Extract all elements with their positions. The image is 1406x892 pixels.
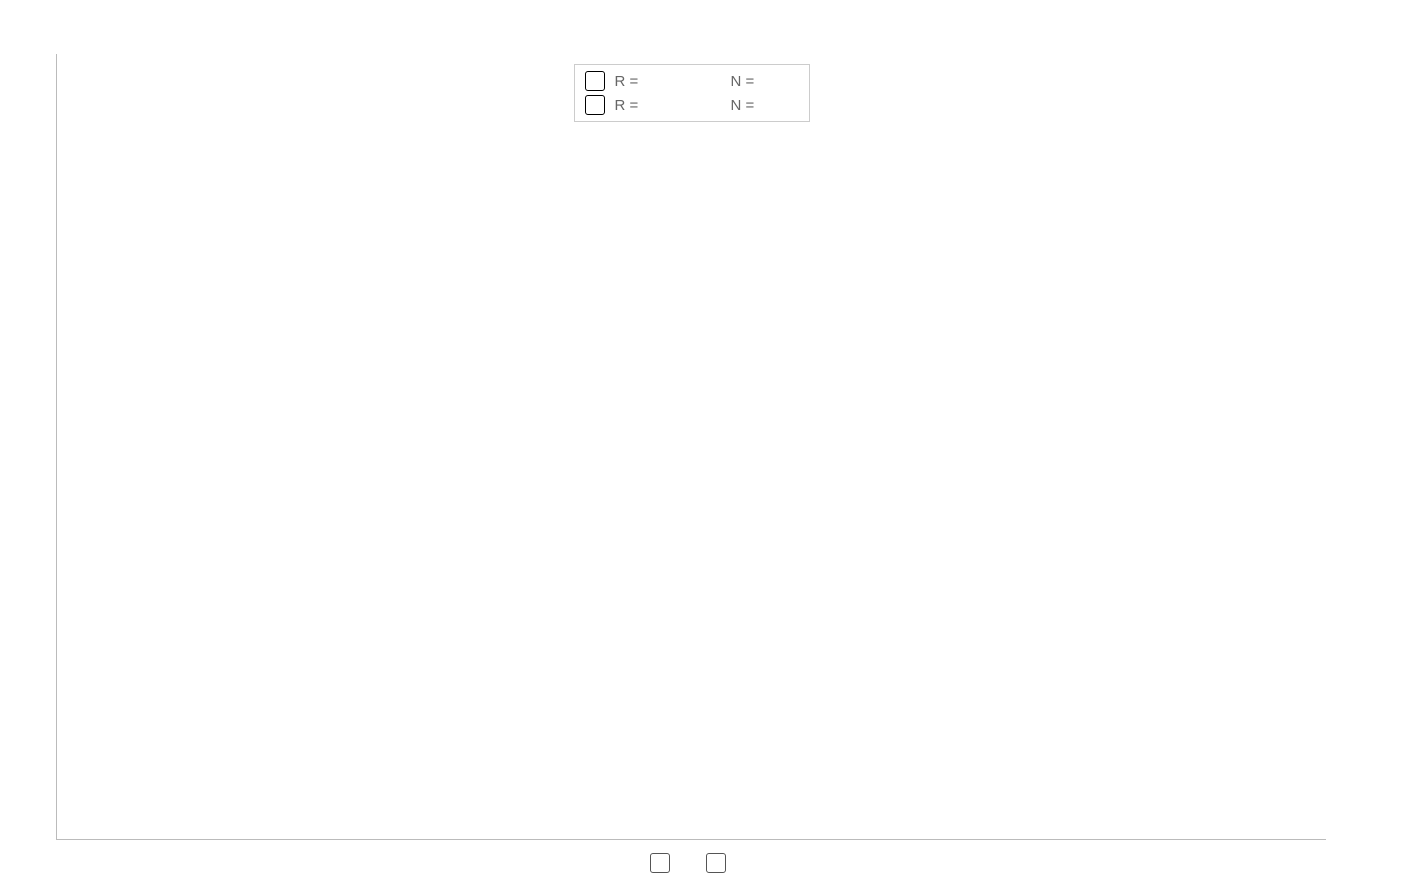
series-swatch-0	[585, 71, 605, 91]
stats-legend: R = N = R = N =	[574, 64, 810, 122]
legend-item-1	[706, 853, 734, 873]
n-label: N =	[731, 97, 759, 114]
n-label: N =	[731, 73, 759, 90]
legend-item-0	[650, 853, 678, 873]
stats-row-0: R = N =	[585, 69, 799, 93]
r-label: R =	[615, 73, 643, 90]
series-swatch-1	[585, 95, 605, 115]
stats-row-1: R = N =	[585, 93, 799, 117]
plot-area: R = N = R = N =	[56, 54, 1326, 840]
bottom-legend	[650, 853, 734, 873]
chart-header	[0, 0, 1406, 16]
trend-lines-svg	[57, 54, 1326, 839]
legend-swatch-1	[706, 853, 726, 873]
r-label: R =	[615, 97, 643, 114]
legend-swatch-0	[650, 853, 670, 873]
chart-container: R = N = R = N =	[18, 44, 1396, 882]
